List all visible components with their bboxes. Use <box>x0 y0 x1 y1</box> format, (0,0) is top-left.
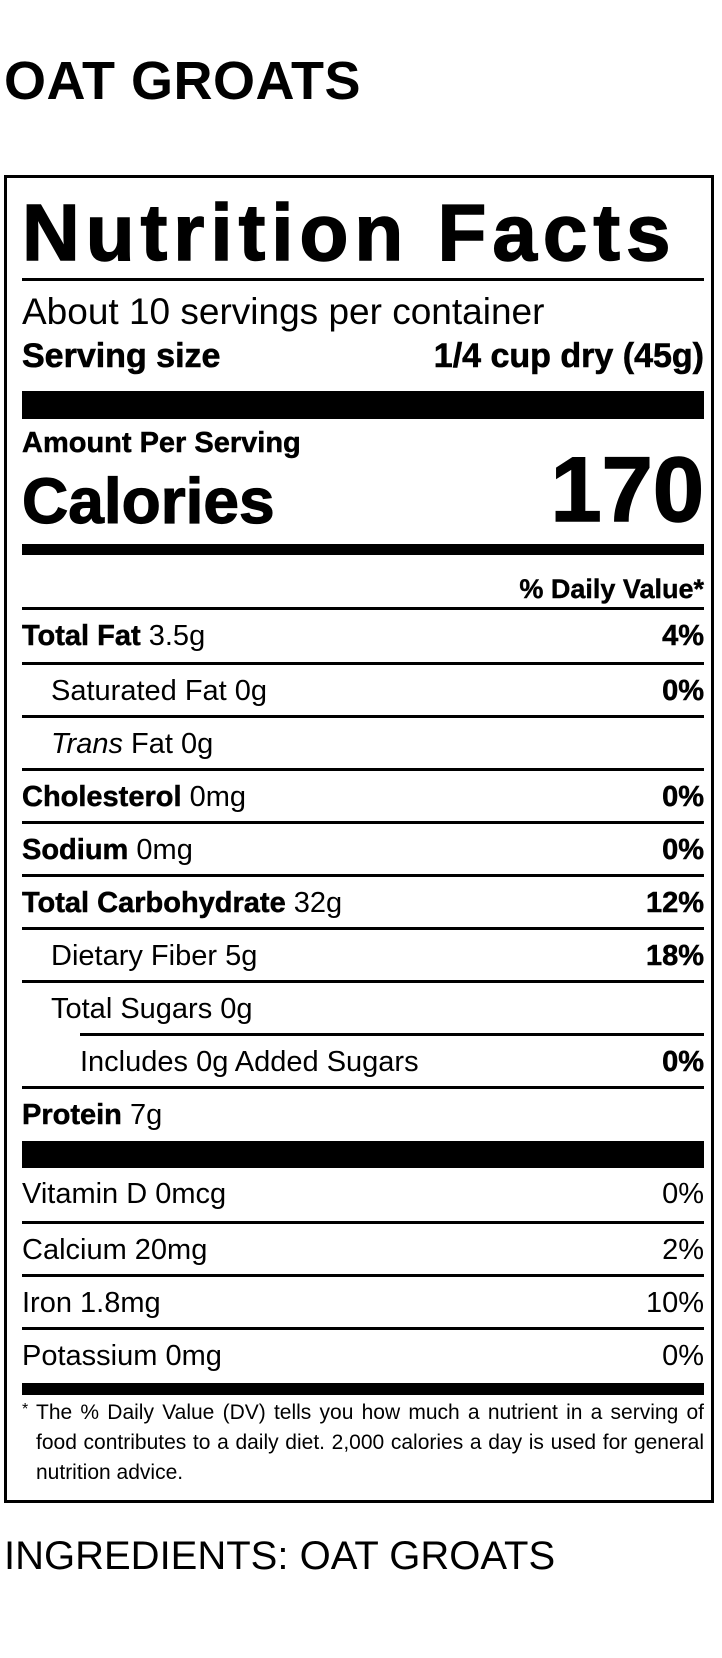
vitamin-dv: 2% <box>662 1234 704 1266</box>
calories-label: Calories <box>21 465 275 537</box>
divider-thin <box>22 927 704 930</box>
divider-thin <box>22 278 704 281</box>
vitamin-row-vitamin-d: Vitamin D 0mcg 0% <box>22 1168 704 1221</box>
serving-size-value: 1/4 cup dry (45g) <box>433 337 704 376</box>
daily-value-header: % Daily Value* <box>519 574 704 604</box>
divider-medium <box>22 1383 704 1395</box>
vitamin-row-iron: Iron 1.8mg 10% <box>22 1277 704 1330</box>
nutrient-row-protein: Protein 7g <box>22 1089 704 1142</box>
nutrient-amount: 0g <box>181 728 214 760</box>
nutrient-name: Fat <box>131 728 173 760</box>
nutrient-name: Saturated Fat <box>51 675 227 707</box>
divider-thin <box>22 874 704 877</box>
divider-thin <box>22 821 704 824</box>
nutrient-row-trans-fat: Trans Fat 0g <box>22 718 704 771</box>
footnote: * The % Daily Value (DV) tells you how m… <box>22 1398 704 1488</box>
calories-value: 170 <box>550 439 705 541</box>
nutrient-dv: 0% <box>662 781 704 814</box>
nutrient-name: Dietary Fiber <box>51 940 217 972</box>
divider-thick <box>22 391 704 419</box>
calories-row: Calories 170 <box>21 439 705 541</box>
nutrient-amount: 7g <box>129 1099 163 1131</box>
vitamin-row-potassium: Potassium 0mg 0% <box>22 1330 704 1383</box>
divider-thin <box>22 607 704 610</box>
nutrient-row-added-sugars: Includes 0g Added Sugars 0% <box>22 1036 704 1089</box>
nutrient-name-italic: Trans <box>51 728 123 760</box>
nutrient-dv: 12% <box>645 887 705 920</box>
divider-thin <box>22 1086 704 1089</box>
vitamin-dv: 0% <box>662 1178 704 1210</box>
nutrient-dv: 0% <box>662 834 704 867</box>
nutrient-row-total-carbohydrate: Total Carbohydrate 32g 12% <box>22 877 704 930</box>
vitamin-name: Calcium 20mg <box>22 1234 208 1266</box>
nutrient-amount: 5g <box>225 940 258 972</box>
vitamin-name: Vitamin D 0mcg <box>22 1178 227 1210</box>
divider-thin <box>22 1327 704 1330</box>
divider-thick <box>22 1141 704 1168</box>
nutrient-row-cholesterol: Cholesterol 0mg 0% <box>22 771 704 824</box>
divider-thin <box>22 662 704 665</box>
divider-thin <box>22 768 704 771</box>
product-title: OAT GROATS <box>4 51 361 111</box>
nutrient-row-total-sugars: Total Sugars 0g <box>22 983 704 1036</box>
nutrient-amount: 3.5g <box>148 620 206 652</box>
vitamin-row-calcium: Calcium 20mg 2% <box>22 1224 704 1277</box>
vitamin-dv: 0% <box>662 1340 704 1372</box>
nutrient-row-sodium: Sodium 0mg 0% <box>22 824 705 877</box>
divider-thin-indented <box>80 1033 704 1036</box>
nutrient-dv: 18% <box>645 940 705 973</box>
amount-per-serving: Amount Per Serving <box>22 427 301 460</box>
divider-thin <box>22 715 704 718</box>
nutrient-amount: 32g <box>293 887 343 919</box>
nutrient-dv: 0% <box>662 1046 704 1079</box>
divider-thin <box>22 980 704 983</box>
servings-per-container: About 10 servings per container <box>22 291 545 332</box>
nutrient-dv: 0% <box>662 675 704 708</box>
footnote-text: The % Daily Value (DV) tells you how muc… <box>36 1401 704 1484</box>
vitamin-dv: 10% <box>645 1287 704 1319</box>
nutrient-amount: 0g <box>220 993 253 1025</box>
divider-thin <box>22 1221 704 1224</box>
nutrient-dv: 4% <box>662 620 704 653</box>
nutrient-amount: 0mg <box>189 781 247 813</box>
nutrient-name: Total Fat <box>22 620 141 653</box>
nutrient-name: Cholesterol <box>22 781 182 814</box>
vitamin-name: Potassium 0mg <box>22 1340 222 1372</box>
nutrient-amount: 0g <box>234 675 268 707</box>
nutrient-name: Sodium <box>22 834 129 867</box>
divider-medium <box>22 544 704 555</box>
nutrient-row-total-fat: Total Fat 3.5g 4% <box>22 610 704 663</box>
ingredients: INGREDIENTS: OAT GROATS <box>4 1534 556 1578</box>
nutrient-name: Protein <box>22 1099 122 1132</box>
nutrient-amount: 0mg <box>136 834 193 866</box>
vitamin-name: Iron 1.8mg <box>22 1287 161 1319</box>
nutrient-name: Includes 0g Added Sugars <box>80 1046 419 1078</box>
serving-size-row: Serving size 1/4 cup dry (45g) <box>22 336 705 376</box>
nutrition-facts-label: Nutrition Facts About 10 servings per co… <box>4 175 714 1503</box>
nutrient-row-dietary-fiber: Dietary Fiber 5g 18% <box>22 930 704 983</box>
nutrient-row-saturated-fat: Saturated Fat 0g 0% <box>22 665 704 718</box>
footnote-marker: * <box>22 1401 29 1418</box>
serving-size-label: Serving size <box>22 337 221 376</box>
nutrient-name: Total Sugars <box>51 993 213 1025</box>
divider-thin <box>22 1274 704 1277</box>
nutrient-name: Total Carbohydrate <box>22 887 286 920</box>
nutrition-facts-title: Nutrition Facts <box>21 187 677 278</box>
